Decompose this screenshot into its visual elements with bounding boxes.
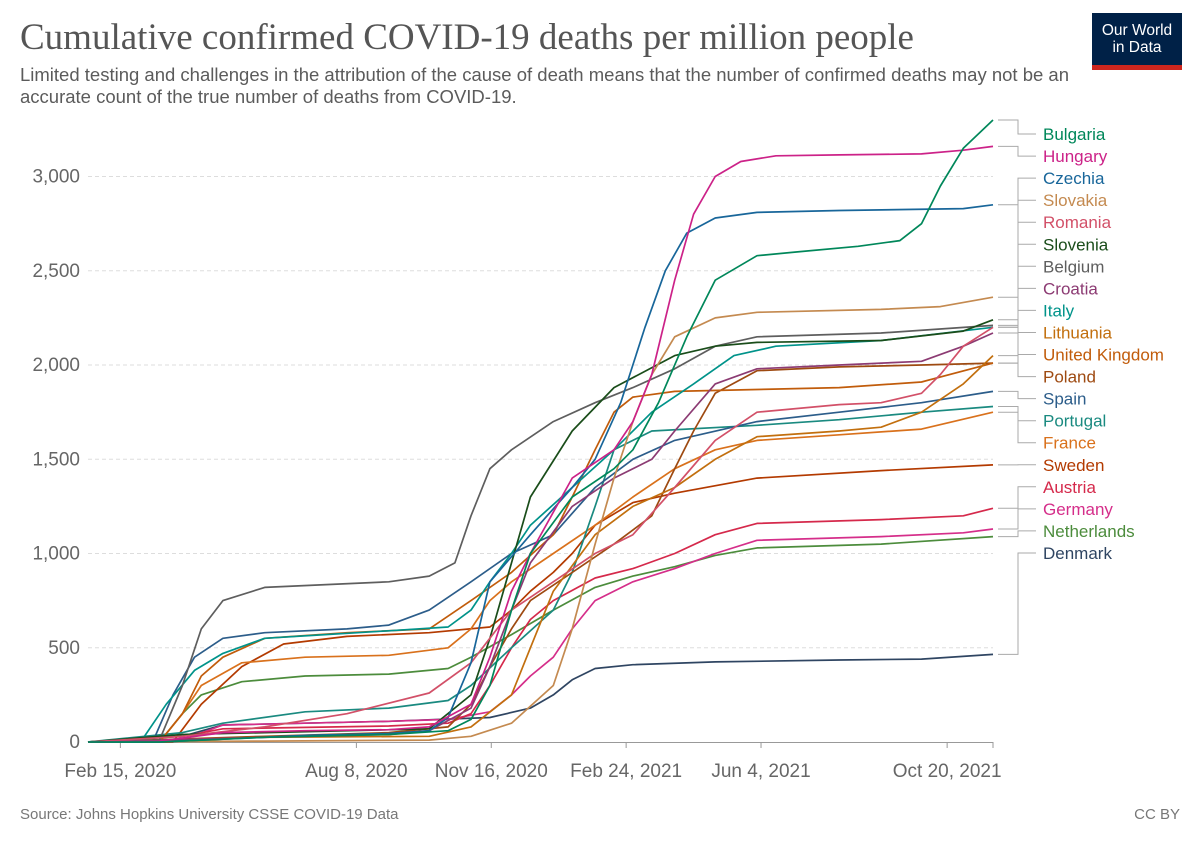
y-tick-label: 1,000 bbox=[32, 544, 80, 565]
label-connector bbox=[998, 552, 1036, 655]
series-label-united-kingdom[interactable]: United Kingdom bbox=[1043, 346, 1164, 365]
series-line-netherlands[interactable] bbox=[88, 535, 994, 743]
chart-subtitle: Limited testing and challenges in the at… bbox=[20, 64, 1069, 107]
license-link[interactable]: CC BY bbox=[1134, 806, 1180, 823]
series-line-czechia[interactable] bbox=[88, 203, 994, 743]
series-label-denmark[interactable]: Denmark bbox=[1043, 544, 1112, 563]
series-line-italy[interactable] bbox=[88, 326, 994, 743]
series-line-hungary[interactable] bbox=[87, 145, 994, 743]
series-label-italy[interactable]: Italy bbox=[1043, 301, 1075, 320]
series-label-netherlands[interactable]: Netherlands bbox=[1043, 522, 1135, 541]
label-connector bbox=[998, 119, 1036, 135]
series-label-poland[interactable]: Poland bbox=[1043, 368, 1096, 387]
series-line-slovakia[interactable] bbox=[87, 296, 994, 743]
owid-logo[interactable]: Our World in Data bbox=[1092, 13, 1182, 70]
logo-line-2: in Data bbox=[1112, 39, 1162, 56]
label-connector bbox=[998, 390, 1036, 400]
series-label-belgium[interactable]: Belgium bbox=[1043, 257, 1104, 276]
series-label-austria[interactable]: Austria bbox=[1043, 478, 1096, 497]
series-labels: Bulgaria Hungary Czechia Slovakia Romania Slo… bbox=[998, 119, 1164, 655]
y-tick-label: 500 bbox=[48, 638, 80, 659]
series-label-hungary[interactable]: Hungary bbox=[1043, 147, 1108, 166]
series-label-sweden[interactable]: Sweden bbox=[1043, 456, 1104, 475]
label-connector bbox=[998, 145, 1036, 157]
series-line-spain[interactable] bbox=[88, 390, 994, 743]
logo-accent-bar bbox=[1092, 65, 1182, 70]
x-tick-label: Oct 20, 2021 bbox=[893, 761, 1002, 782]
series-line-austria[interactable] bbox=[87, 507, 994, 743]
series-line-sweden[interactable] bbox=[88, 464, 994, 743]
series-label-spain[interactable]: Spain bbox=[1043, 390, 1086, 409]
chart-title: Cumulative confirmed COVID-19 deaths per… bbox=[20, 17, 914, 58]
y-tick-label: 0 bbox=[69, 732, 80, 753]
series-line-bulgaria[interactable] bbox=[88, 119, 994, 743]
series-line-portugal[interactable] bbox=[87, 405, 994, 743]
y-tick-label: 2,500 bbox=[32, 261, 80, 282]
series-label-czechia[interactable]: Czechia bbox=[1043, 169, 1105, 188]
series-line-belgium[interactable] bbox=[87, 324, 994, 743]
series-line-france[interactable] bbox=[88, 411, 994, 743]
series-label-portugal[interactable]: Portugal bbox=[1043, 412, 1106, 431]
x-tick-label: Nov 16, 2020 bbox=[435, 761, 548, 782]
y-tick-label: 1,500 bbox=[32, 449, 80, 470]
label-connector bbox=[998, 406, 1036, 422]
series-label-lithuania[interactable]: Lithuania bbox=[1043, 323, 1113, 342]
label-connector bbox=[998, 486, 1036, 509]
series-label-croatia[interactable]: Croatia bbox=[1043, 279, 1098, 298]
series-label-slovenia[interactable]: Slovenia bbox=[1043, 235, 1109, 254]
series-lines bbox=[87, 119, 994, 743]
series-label-france[interactable]: France bbox=[1043, 434, 1096, 453]
series-line-poland[interactable] bbox=[87, 362, 994, 743]
label-connector bbox=[998, 199, 1036, 298]
label-connector bbox=[998, 411, 1036, 444]
series-label-slovakia[interactable]: Slovakia bbox=[1043, 191, 1108, 210]
label-connector bbox=[998, 530, 1036, 538]
y-tick-label: 2,000 bbox=[32, 355, 80, 376]
series-line-germany[interactable] bbox=[87, 528, 994, 743]
series-label-bulgaria[interactable]: Bulgaria bbox=[1043, 125, 1106, 144]
source-note[interactable]: Source: Johns Hopkins University CSSE CO… bbox=[20, 806, 399, 823]
label-connector bbox=[998, 332, 1036, 357]
series-line-slovenia[interactable] bbox=[87, 319, 994, 743]
series-label-germany[interactable]: Germany bbox=[1043, 500, 1113, 519]
label-connector bbox=[998, 309, 1036, 328]
x-tick-label: Aug 8, 2020 bbox=[305, 761, 407, 782]
series-line-romania[interactable] bbox=[87, 326, 994, 743]
x-tick-label: Jun 4, 2021 bbox=[711, 761, 810, 782]
x-tick-label: Feb 24, 2021 bbox=[570, 761, 682, 782]
y-axis: 0 500 1,000 1,500 2,000 2,500 3,000 bbox=[32, 167, 80, 753]
series-label-romania[interactable]: Romania bbox=[1043, 213, 1112, 232]
series-line-lithuania[interactable] bbox=[87, 354, 994, 743]
label-connector bbox=[998, 362, 1036, 378]
series-line-united-kingdom[interactable] bbox=[88, 362, 994, 743]
x-tick-label: Feb 15, 2020 bbox=[64, 761, 176, 782]
label-connector bbox=[998, 221, 1036, 328]
x-axis: Feb 15, 2020 Aug 8, 2020 Nov 16, 2020 Feb 2… bbox=[64, 742, 1002, 782]
label-connector bbox=[998, 177, 1036, 206]
label-connector bbox=[998, 265, 1036, 326]
logo-line-1: Our World bbox=[1101, 22, 1173, 39]
label-connector bbox=[998, 508, 1036, 530]
y-tick-label: 3,000 bbox=[32, 167, 80, 188]
label-connector bbox=[998, 243, 1036, 321]
